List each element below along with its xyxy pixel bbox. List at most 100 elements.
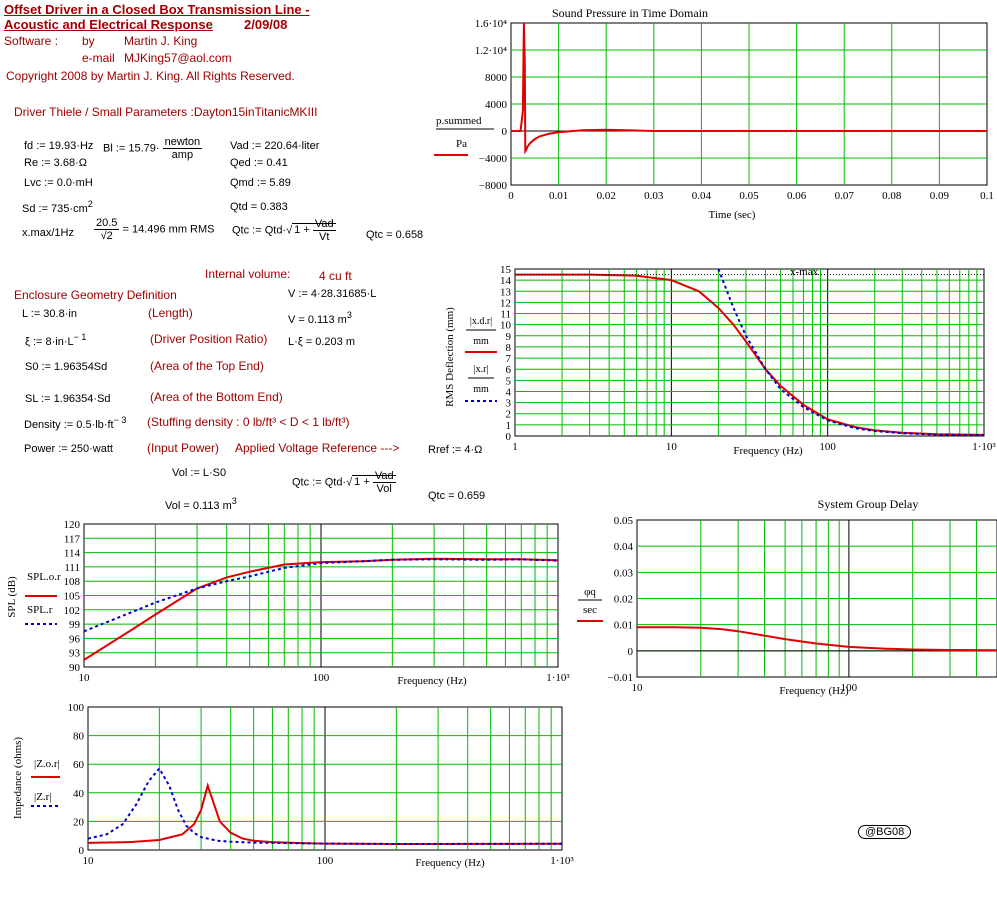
- g-defl-ytick-label: 7: [506, 353, 512, 365]
- g-defl-xtick-label: 1·10³: [972, 441, 996, 453]
- sl-note: (Area of the Bottom End): [150, 390, 283, 404]
- g-delay-series-1: [637, 626, 997, 652]
- g-defl-ytick-label: 13: [500, 286, 512, 298]
- param-density-text: Density := 0.5·lb·ft: [24, 419, 114, 431]
- param-xi-text: ξ := 8·in·L: [25, 336, 74, 348]
- time-chart-ylabel-num: p.summed: [436, 115, 482, 127]
- param-density: Density := 0.5·lb·ft− 3: [24, 415, 127, 431]
- param-sd: Sd := 735·cm2: [22, 199, 93, 215]
- g-time-xtick-label: 0.03: [644, 190, 664, 202]
- g-delay-ytick-label: 0.01: [614, 620, 633, 632]
- g-time-xtick-label: 0: [508, 190, 514, 202]
- param-length: L := 30.8·in: [22, 308, 77, 320]
- g-imp-xtick-label: 100: [317, 855, 334, 867]
- impedance-chart: 100 80 60 40 20 010 100 1·10³: [68, 702, 575, 867]
- g-defl-ytick-label: 11: [500, 309, 511, 321]
- time-chart-xlabel: Time (sec): [709, 209, 756, 221]
- param-fd: fd := 19.93·Hz: [24, 140, 94, 152]
- g-spl-ytick-label: 102: [64, 605, 81, 617]
- g-spl-ytick-label: 99: [69, 619, 81, 631]
- param-vol-def: Vol := L·S0: [172, 467, 227, 479]
- g-spl-ytick-label: 108: [64, 576, 81, 588]
- qtc-rad-den: Vt: [318, 231, 330, 243]
- spl-chart-xlabel: Frequency (Hz): [397, 675, 467, 687]
- g-time-xtick-label: 0.1: [980, 190, 994, 202]
- g-defl-ytick-label: 6: [506, 364, 512, 376]
- g-spl-ytick-label: 111: [64, 562, 80, 574]
- time-chart-ylabel-den: Pa: [456, 138, 467, 150]
- qtc2-rad-den: Vol: [376, 483, 392, 495]
- g-defl-frame: [514, 268, 985, 437]
- g-imp-ytick-label: 40: [73, 788, 85, 800]
- driver-heading: Driver Thiele / Small Parameters :Dayton…: [14, 105, 318, 119]
- impedance-chart-xlabel: Frequency (Hz): [415, 857, 485, 869]
- g-imp-ytick-label: 60: [73, 759, 85, 771]
- xmax-label: x.max/1Hz: [22, 227, 74, 239]
- g-time-series-1: [511, 22, 987, 155]
- g-imp-ytick-label: 20: [73, 816, 85, 828]
- g-imp-ytick-label: 80: [73, 731, 85, 743]
- g-delay-ytick-label: 0.05: [614, 515, 634, 527]
- g-time-xtick-label: 0.06: [787, 190, 807, 202]
- deflection-chart-ylabel: RMS Deflection (mm): [444, 307, 456, 407]
- g-spl-ytick-label: 114: [64, 548, 81, 560]
- g-defl-ytick-label: 0: [506, 431, 512, 443]
- param-qed: Qed := 0.41: [230, 157, 288, 169]
- spl-chart-ylabel: SPL (dB): [6, 576, 18, 618]
- software-label: Software :: [4, 34, 59, 48]
- doc-title-line1: Offset Driver in a Closed Box Transmissi…: [4, 2, 310, 17]
- g-defl-ytick-label: 15: [500, 264, 512, 276]
- qtc-rad-one: 1 +: [294, 224, 313, 237]
- qtc2-formula-lhs: Qtc := Qtd·: [292, 476, 347, 489]
- deflection-legend2-den: mm: [473, 384, 489, 395]
- param-bl: Bl := 15.79· newton amp: [103, 136, 203, 161]
- delay-chart-xlabel: Frequency (Hz): [779, 685, 849, 697]
- g-delay-ytick-label: 0.04: [614, 541, 634, 553]
- g-imp-series-2: [87, 766, 563, 846]
- g-delay-xtick-label: 10: [632, 682, 644, 694]
- bl-unit-den: amp: [171, 149, 194, 161]
- doc-date: 2/09/08: [244, 17, 288, 32]
- g-time-xtick-label: 0.08: [882, 190, 902, 202]
- email-label: e-mail: [82, 51, 115, 65]
- param-v-val-text: V = 0.113 m: [288, 314, 347, 326]
- g-spl-ytick-label: 93: [69, 648, 81, 660]
- qtc-value: Qtc = 0.658: [366, 229, 424, 241]
- param-bl-label: Bl := 15.79·: [103, 142, 160, 155]
- g-spl-xtick-label: 10: [79, 672, 91, 684]
- param-qmd: Qmd := 5.89: [230, 177, 291, 189]
- email-address[interactable]: MJKing57@aol.com: [124, 51, 232, 65]
- param-s0: S0 := 1.96354Sd: [25, 361, 108, 373]
- doc-title-line2: Acoustic and Electrical Response: [4, 17, 213, 32]
- g-imp-xtick-label: 1·10³: [550, 855, 574, 867]
- g-spl-xtick-label: 100: [313, 672, 330, 684]
- author-name: Martin J. King: [124, 34, 198, 48]
- g-time-xtick-label: 0.04: [692, 190, 712, 202]
- spl-legend1: SPL.o.r: [27, 571, 61, 583]
- g-delay-ytick-label: 0.03: [614, 567, 634, 579]
- g-spl-ytick-label: 90: [69, 662, 81, 674]
- g-imp-ytick-label: 100: [68, 702, 85, 714]
- param-qtd: Qtd = 0.383: [230, 201, 288, 213]
- qtc2-value: Qtc = 0.659: [428, 490, 486, 502]
- g-defl-ytick-label: 5: [506, 375, 512, 387]
- g-defl-ytick-label: 14: [500, 275, 512, 287]
- g-time-xtick-label: 0.05: [739, 190, 759, 202]
- param-lxi: L·ξ = 0.203 m: [288, 336, 355, 348]
- g-defl-ytick-label: 1: [506, 420, 512, 432]
- param-sd-text: Sd := 735·cm: [22, 203, 88, 215]
- param-vad: Vad := 220.64·liter: [230, 140, 320, 152]
- copyright-text: Copyright 2008 by Martin J. King. All Ri…: [6, 69, 295, 83]
- qtc-formula-lhs: Qtc := Qtd·: [232, 224, 287, 237]
- qtc-rad-num: Vad: [312, 218, 336, 231]
- param-v-def: V := 4·28.31685·L: [288, 288, 377, 300]
- s0-note: (Area of the Top End): [150, 359, 264, 373]
- g-defl-ytick-label: 8: [506, 342, 512, 354]
- delay-chart-title: System Group Delay: [818, 497, 919, 511]
- time-chart-title: Sound Pressure in Time Domain: [552, 6, 708, 20]
- impedance-chart-ylabel: Impedance (ohms): [12, 737, 24, 819]
